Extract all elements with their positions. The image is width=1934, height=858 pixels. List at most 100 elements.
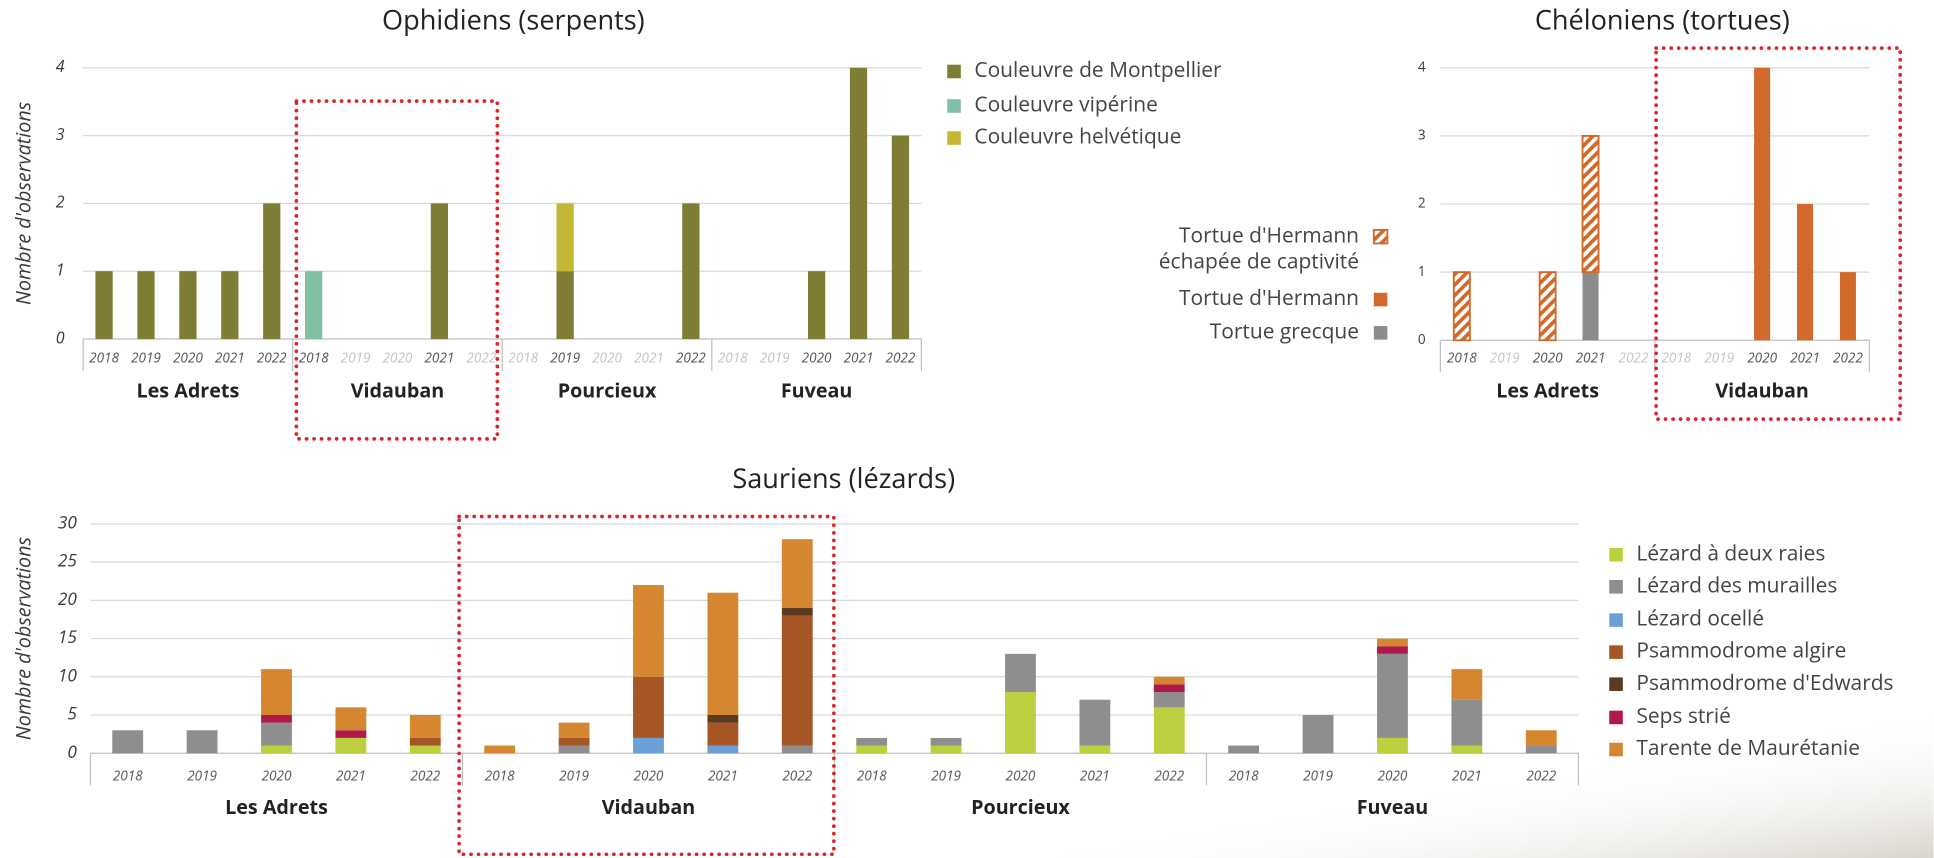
bar-segment bbox=[891, 135, 910, 340]
bar-segment bbox=[558, 745, 590, 754]
x-tick-label: 2021 bbox=[844, 348, 874, 366]
x-tick-label: 2020 bbox=[634, 766, 664, 784]
x-tick-label: 2019 bbox=[760, 348, 790, 366]
bar-segment bbox=[1302, 715, 1334, 754]
y-tick-label: 5 bbox=[67, 703, 77, 726]
bar-segment bbox=[558, 722, 590, 738]
chart-title: Ophidiens (serpents) bbox=[382, 0, 645, 37]
x-tick-label: 2019 bbox=[1490, 348, 1520, 366]
bar-segment bbox=[930, 745, 962, 754]
bar-segment bbox=[1377, 653, 1408, 738]
group-label: Vidauban bbox=[602, 793, 696, 820]
x-tick-label: 2020 bbox=[1533, 348, 1563, 366]
group-label: Les Adrets bbox=[225, 793, 328, 820]
x-tick-label: 2022 bbox=[782, 766, 812, 784]
bar-segment bbox=[556, 271, 574, 340]
legend-swatch bbox=[1609, 613, 1623, 627]
bar-segment bbox=[682, 203, 700, 340]
bar-segment bbox=[930, 737, 962, 746]
bar-segment bbox=[1451, 745, 1483, 754]
legend-label: Lézard à deux raies bbox=[1636, 539, 1825, 567]
bar-segment bbox=[1153, 692, 1185, 708]
x-tick-label: 2018 bbox=[718, 348, 748, 366]
bar-segment bbox=[1153, 707, 1185, 754]
x-tick-label: 2020 bbox=[592, 348, 622, 366]
x-tick-label: 2020 bbox=[1747, 348, 1777, 366]
bar-segment bbox=[1525, 745, 1557, 754]
legend-label: Psammodrome d'Edwards bbox=[1636, 669, 1893, 697]
group-label: Fuveau bbox=[781, 376, 853, 403]
x-tick-label: 2020 bbox=[262, 766, 292, 784]
legend-label: Couleuvre de Montpellier bbox=[974, 56, 1222, 84]
bar-segment bbox=[261, 722, 292, 746]
bar-segment bbox=[137, 271, 155, 340]
y-tick-label: 3 bbox=[1418, 126, 1426, 144]
bar-segment bbox=[707, 722, 739, 746]
y-tick-label: 3 bbox=[56, 123, 65, 145]
legend-swatch bbox=[1373, 326, 1388, 340]
group-label: Les Adrets bbox=[137, 376, 240, 403]
bar-segment bbox=[633, 737, 664, 754]
bar-segment bbox=[707, 715, 739, 723]
x-tick-label: 2019 bbox=[559, 766, 589, 784]
bar-segment bbox=[633, 676, 664, 738]
group-label: Pourcieux bbox=[558, 376, 657, 403]
x-tick-label: 2022 bbox=[410, 766, 440, 784]
x-tick-label: 2021 bbox=[215, 348, 245, 366]
bar-segment bbox=[1452, 271, 1471, 342]
x-tick-label: 2019 bbox=[550, 348, 580, 366]
legend-label: Lézard des murailles bbox=[1636, 571, 1837, 599]
bar-segment bbox=[558, 737, 590, 746]
legend-label: Tortue d'Hermann bbox=[1179, 284, 1359, 312]
legend-swatch bbox=[1373, 292, 1388, 307]
legend-swatch bbox=[1609, 677, 1623, 691]
bar-segment bbox=[1228, 745, 1260, 754]
legend-swatch bbox=[1609, 645, 1623, 659]
bar-segment bbox=[95, 271, 113, 340]
group-label: Fuveau bbox=[1357, 793, 1429, 820]
y-tick-label: 25 bbox=[58, 550, 78, 573]
legend-label: Tortue d'Hermann échapée de captivité bbox=[1159, 221, 1359, 275]
legend-label: Seps strié bbox=[1636, 702, 1731, 730]
legend-label: Tarente de Maurétanie bbox=[1636, 734, 1860, 762]
y-tick-label: 2 bbox=[1418, 194, 1426, 212]
x-tick-label: 2020 bbox=[802, 348, 832, 366]
x-tick-label: 2018 bbox=[1229, 766, 1259, 784]
bar-segment bbox=[409, 737, 441, 746]
bar-segment bbox=[261, 715, 292, 723]
x-tick-label: 2022 bbox=[466, 348, 496, 366]
x-tick-label: 2018 bbox=[485, 766, 515, 784]
bar-segment bbox=[1797, 204, 1814, 341]
y-tick-label: 2 bbox=[56, 191, 65, 213]
legend-swatch bbox=[947, 131, 961, 145]
bar-segment bbox=[1525, 730, 1557, 746]
y-axis-label: Nombre d'observations bbox=[9, 101, 36, 305]
bar-segment bbox=[856, 737, 888, 746]
x-tick-label: 2019 bbox=[931, 766, 961, 784]
x-tick-label: 2022 bbox=[1618, 348, 1648, 366]
x-tick-label: 2020 bbox=[173, 348, 203, 366]
bar-segment bbox=[781, 745, 813, 754]
x-tick-label: 2019 bbox=[1704, 348, 1734, 366]
bar-segment bbox=[1377, 638, 1408, 647]
y-tick-label: 0 bbox=[67, 741, 77, 764]
x-tick-label: 2019 bbox=[341, 348, 371, 366]
y-tick-label: 4 bbox=[1418, 57, 1426, 75]
x-tick-label: 2021 bbox=[1452, 766, 1482, 784]
x-tick-label: 2019 bbox=[1303, 766, 1333, 784]
bar-segment bbox=[335, 730, 367, 738]
bar-segment bbox=[1377, 737, 1408, 754]
group-label: Pourcieux bbox=[971, 793, 1070, 820]
legend-swatch bbox=[947, 99, 961, 113]
bar-segment bbox=[1451, 669, 1483, 700]
bar-segment bbox=[707, 745, 739, 754]
bar-segment bbox=[263, 203, 281, 340]
bar-segment bbox=[849, 67, 868, 340]
x-tick-label: 2020 bbox=[1378, 766, 1408, 784]
x-tick-label: 2021 bbox=[424, 348, 454, 366]
x-tick-label: 2021 bbox=[1790, 348, 1820, 366]
bar-segment bbox=[633, 585, 664, 677]
bar-segment bbox=[221, 271, 239, 340]
bar-segment bbox=[1153, 676, 1185, 685]
